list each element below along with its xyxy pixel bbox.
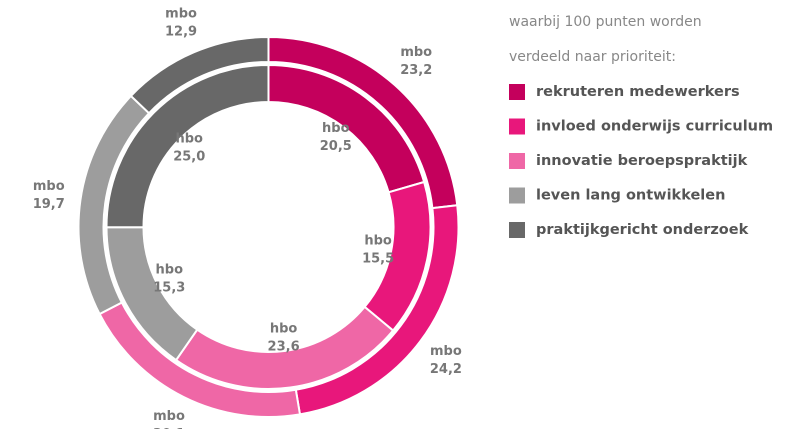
segment-value-label: 23,2 [400, 63, 432, 78]
segment-value-label: 15,5 [362, 251, 394, 266]
legend-swatch [509, 153, 525, 169]
segment-value-label: 12,9 [165, 24, 197, 39]
segment-series-label: mbo [400, 45, 432, 60]
legend-swatch [509, 187, 525, 204]
subtitle-line: verdeeld naar prioriteit: [509, 49, 676, 65]
segment-value-label: 15,3 [153, 280, 185, 295]
segment-series-label: hbo [270, 321, 298, 336]
legend-swatch [509, 118, 525, 135]
segment-series-label: hbo [364, 233, 392, 248]
legend-label: leven lang ontwikkelen [536, 188, 725, 204]
segment-series-label: mbo [165, 6, 197, 21]
segment-series-label: hbo [322, 121, 350, 136]
segment-value-label: 25,0 [173, 149, 205, 164]
segment-value-label: 24,2 [430, 362, 462, 377]
segment-value-label: 19,7 [33, 197, 65, 212]
segment-series-label: hbo [175, 131, 203, 146]
legend-label: praktijkgericht onderzoek [536, 222, 749, 238]
segment-series-label: hbo [156, 262, 184, 277]
legend-swatch [509, 84, 525, 100]
donut-segment [129, 35, 270, 115]
segment-value-label: 20,1 [153, 427, 185, 429]
segment-series-label: mbo [33, 179, 65, 194]
segment-value-label: 23,6 [268, 339, 300, 354]
segment-value-label: 20,5 [320, 139, 352, 154]
donut-segment [105, 63, 270, 229]
segment-series-label: mbo [430, 344, 462, 359]
segment-series-label: mbo [153, 409, 185, 424]
legend-label: innovatie beroepspraktijk [536, 153, 748, 169]
legend-swatch [509, 222, 525, 238]
legend-label: invloed onderwijs curriculum [536, 119, 773, 135]
subtitle-line: waarbij 100 punten worden [509, 14, 702, 30]
legend-label: rekruteren medewerkers [536, 84, 740, 100]
